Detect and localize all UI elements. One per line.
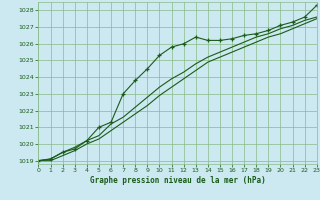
X-axis label: Graphe pression niveau de la mer (hPa): Graphe pression niveau de la mer (hPa) bbox=[90, 176, 266, 185]
